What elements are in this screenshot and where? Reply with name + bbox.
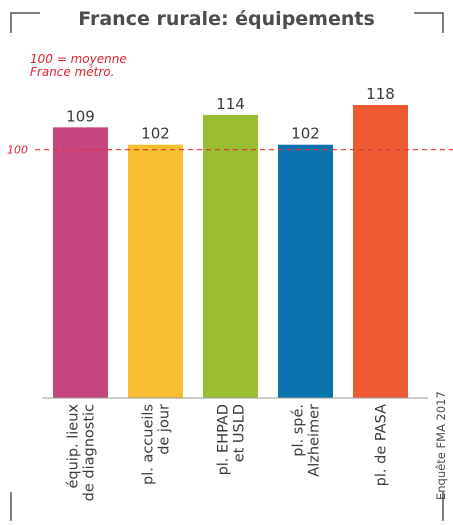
- bar-2: [128, 144, 183, 398]
- reference-note: 100 = moyenne France métro.: [30, 53, 127, 79]
- source-label: Enquête FMA 2017: [434, 391, 448, 500]
- category-label-4-line-2: Alzheimer: [307, 404, 323, 477]
- bar-1: [53, 127, 108, 398]
- value-label-4: 102: [291, 125, 320, 143]
- category-label-2-line-2: de jour: [157, 404, 173, 455]
- value-label-5: 118: [366, 85, 395, 103]
- corner-bracket-top-right: [414, 12, 444, 33]
- category-label-2: pl. accueilsde jour: [141, 404, 173, 485]
- bar-3: [203, 114, 258, 399]
- category-label-2-line-1: pl. accueils: [141, 404, 157, 485]
- category-label-1-line-2: de diagnostic: [82, 404, 98, 501]
- category-label-4-line-1: pl. spé.: [291, 404, 307, 457]
- reference-note-line-1: 100 = moyenne: [30, 52, 127, 66]
- reference-note-line-2: France métro.: [30, 65, 115, 79]
- category-label-3: pl. EHPADet USLD: [216, 404, 248, 475]
- category-label-1: équip. lieuxde diagnostic: [66, 404, 98, 502]
- bar-4: [278, 144, 333, 398]
- category-label-4: pl. spé.Alzheimer: [291, 404, 323, 477]
- category-label-5: pl. de PASA: [374, 404, 390, 486]
- category-label-5-line-1: pl. de PASA: [374, 404, 390, 486]
- value-label-3: 114: [216, 95, 245, 113]
- category-label-3-line-1: pl. EHPAD: [216, 404, 232, 475]
- category-label-3-line-2: et USLD: [232, 404, 248, 462]
- bar-5: [353, 105, 408, 398]
- value-label-1: 109: [66, 107, 95, 125]
- value-label-2: 102: [141, 125, 170, 143]
- category-label-1-line-1: équip. lieux: [66, 404, 82, 489]
- corner-bracket-top-left: [10, 12, 40, 33]
- chart-title: France rurale: équipements: [78, 8, 375, 30]
- reference-line-label: 100: [7, 144, 28, 157]
